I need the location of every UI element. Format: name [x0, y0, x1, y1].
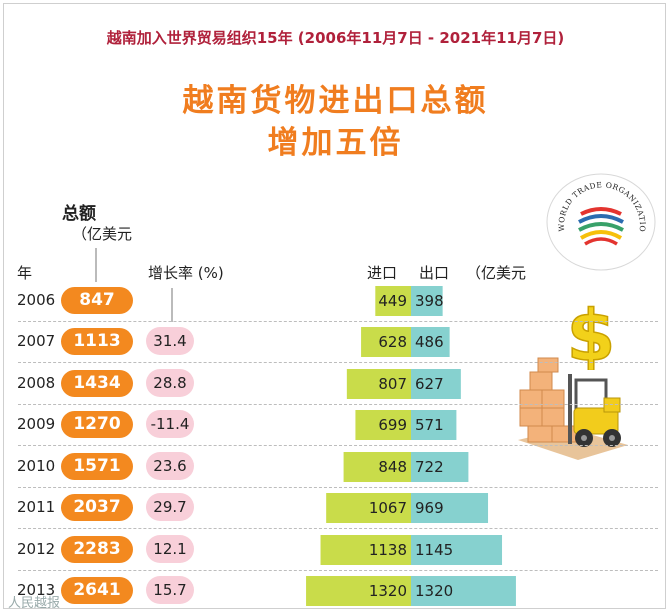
total-value-pill: 847 — [61, 287, 133, 314]
import-bar — [326, 493, 411, 523]
growth-rate-pill: 28.8 — [146, 369, 194, 397]
row-divider — [18, 570, 658, 572]
unit-header: （亿美元 — [466, 264, 527, 282]
forklift-icon — [518, 357, 628, 460]
total-value-pill: 2283 — [61, 536, 133, 563]
growth-rate-pill: -11.4 — [146, 410, 194, 438]
export-value-label: 627 — [415, 375, 444, 393]
export-bar — [411, 452, 469, 482]
frame — [3, 3, 666, 609]
import-bar — [346, 369, 411, 399]
export-bar — [411, 576, 516, 606]
year-label: 2008 — [17, 374, 56, 392]
import-value-label: 1320 — [369, 582, 407, 600]
row-divider — [18, 404, 658, 406]
growth-rate-pill: 29.7 — [146, 493, 194, 521]
year-header: 年 — [17, 264, 33, 282]
row-divider — [18, 445, 658, 447]
import-bar — [355, 410, 411, 440]
row-divider — [18, 528, 658, 530]
total-label: 总额 — [62, 204, 96, 224]
growth-rate-pill: 12.1 — [146, 535, 194, 563]
total-value-pill: 2037 — [61, 494, 133, 521]
row-divider — [18, 321, 658, 323]
export-header: 出口 — [419, 264, 450, 282]
growth-rate-pill: 31.4 — [146, 327, 194, 355]
import-bar — [320, 535, 411, 565]
page-title-line2: 增加五倍 — [267, 125, 404, 161]
row-divider — [18, 487, 658, 489]
export-value-label: 571 — [415, 416, 444, 434]
import-value-label: 1138 — [369, 541, 407, 559]
export-value-label: 1320 — [415, 582, 453, 600]
export-bar — [411, 369, 461, 399]
watermark: 人民越报 — [8, 596, 61, 611]
total-connector-line — [95, 248, 97, 282]
page-title: 越南货物进出口总额 — [182, 83, 489, 119]
export-bar — [411, 535, 503, 565]
export-value-label: 722 — [415, 458, 444, 476]
export-bar — [411, 286, 443, 316]
year-label: 2007 — [17, 332, 56, 350]
year-label: 2006 — [17, 291, 56, 309]
subtitle: 越南加入世界贸易组织15年 (2006年11月7日 - 2021年11月7日) — [106, 29, 565, 47]
import-value-label: 1067 — [369, 499, 407, 517]
total-value-pill: 1270 — [61, 411, 133, 438]
total-value-pill: 1571 — [61, 453, 133, 480]
year-label: 2012 — [17, 540, 56, 558]
export-value-label: 486 — [415, 333, 444, 351]
growth-rate-pill: 23.6 — [146, 452, 194, 480]
total-value-pill: 2641 — [61, 577, 133, 604]
total-value-pill: 1113 — [61, 328, 133, 355]
growth-header: 增长率 (%) — [148, 264, 224, 282]
export-value-label: 969 — [415, 499, 444, 517]
import-header: 进口 — [367, 264, 398, 282]
row-divider — [18, 362, 658, 364]
total-value-pill: 1434 — [61, 370, 133, 397]
import-bar — [375, 286, 411, 316]
import-value-label: 699 — [378, 416, 407, 434]
year-label: 2011 — [17, 498, 56, 516]
import-value-label: 848 — [378, 458, 407, 476]
export-value-label: 1145 — [415, 541, 453, 559]
total-unit-label: （亿美元 — [72, 225, 133, 243]
import-value-label: 449 — [378, 292, 407, 310]
import-bar — [361, 327, 411, 357]
import-bar — [343, 452, 411, 482]
export-bar — [411, 327, 450, 357]
year-label: 2009 — [17, 415, 56, 433]
export-bar — [411, 410, 457, 440]
growth-connector-line — [171, 288, 173, 322]
year-label: 2010 — [17, 457, 56, 475]
export-value-label: 398 — [415, 292, 444, 310]
svg-text:$: $ — [567, 300, 616, 370]
import-value-label: 807 — [378, 375, 407, 393]
import-value-label: 628 — [378, 333, 407, 351]
export-bar — [411, 493, 489, 523]
year-label: 2013 — [17, 581, 56, 599]
wto-logo: WORLD TRADE ORGANIZATION — [545, 172, 656, 271]
growth-rate-pill: 15.7 — [146, 576, 194, 604]
import-bar — [306, 576, 411, 606]
dollar-icon: $ — [566, 300, 616, 370]
